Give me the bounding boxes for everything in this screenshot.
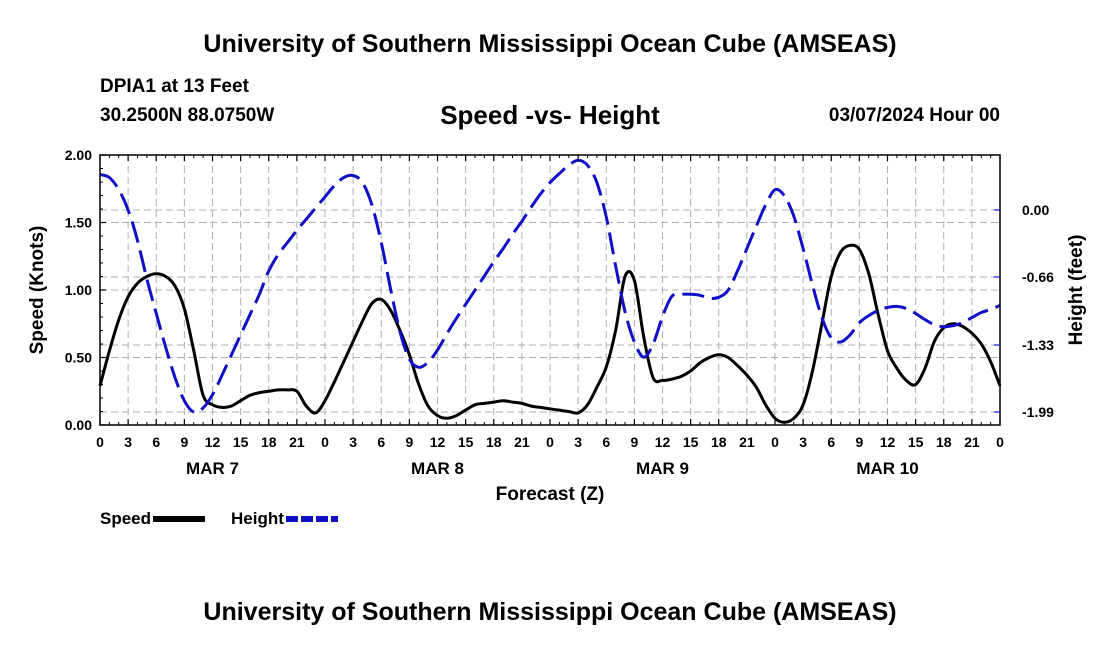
footer-title: University of Southern Mississippi Ocean… [203,598,897,626]
y2-tick-label: -0.66 [1022,269,1054,285]
legend-height-label: Height [231,509,284,528]
x-tick-label: 6 [152,434,160,450]
day-label: MAR 7 [186,459,239,478]
x-tick-label: 18 [936,434,952,450]
chart-title: Speed -vs- Height [440,100,660,130]
y-tick-label: 1.50 [65,215,92,231]
x-tick-label: 9 [855,434,863,450]
x-tick-label: 0 [996,434,1004,450]
header-title: University of Southern Mississippi Ocean… [203,30,897,58]
day-label: MAR 8 [411,459,464,478]
x-tick-label: 18 [486,434,502,450]
day-label: MAR 9 [636,459,689,478]
x-tick-label: 21 [514,434,530,450]
x-tick-label: 9 [405,434,413,450]
x-axis-label: Forecast (Z) [496,484,605,505]
x-tick-label: 3 [574,434,582,450]
y2-tick-label: -1.99 [1022,404,1054,420]
x-tick-label: 18 [261,434,277,450]
y-tick-label: 2.00 [65,147,92,163]
y2-axis-label: Height (feet) [1066,235,1087,346]
y2-tick-label: -1.33 [1022,337,1054,353]
legend-speed-swatch [153,516,206,522]
speed-series-line [98,243,1002,424]
height-series-line [99,158,1001,414]
x-tick-label: 12 [430,434,446,450]
y-tick-label: 1.00 [65,282,92,298]
y-tick-label: 0.00 [65,417,92,433]
x-tick-label: 6 [602,434,610,450]
run-time-label: 03/07/2024 Hour 00 [828,105,1000,126]
y2-tick-label: 0.00 [1022,202,1049,218]
x-tick-label: 0 [771,434,779,450]
x-tick-label: 21 [289,434,305,450]
y-axis-label: Speed (Knots) [27,226,48,355]
x-tick-label: 12 [655,434,671,450]
series-layer [98,158,1002,424]
x-tick-label: 0 [96,434,104,450]
coordinates-label: 30.2500N 88.0750W [100,105,275,126]
x-tick-label: 3 [799,434,807,450]
x-tick-label: 6 [827,434,835,450]
legend-height: Height [231,509,338,529]
legend-speed: Speed [100,509,206,529]
x-tick-label: 18 [711,434,727,450]
x-tick-label: 15 [683,434,699,450]
x-tick-label: 0 [321,434,329,450]
grid [100,155,1000,425]
x-tick-label: 21 [964,434,980,450]
x-tick-label: 3 [124,434,132,450]
x-tick-label: 9 [180,434,188,450]
x-tick-label: 3 [349,434,357,450]
legend-speed-label: Speed [100,509,152,528]
x-tick-label: 12 [205,434,221,450]
x-tick-label: 12 [880,434,896,450]
station-label: DPIA1 at 13 Feet [100,76,249,97]
legend-height-swatch [285,516,338,522]
x-tick-label: 21 [739,434,755,450]
day-label: MAR 10 [856,459,918,478]
x-tick-label: 9 [630,434,638,450]
x-tick-label: 0 [546,434,554,450]
x-tick-label: 15 [233,434,249,450]
y-tick-label: 0.50 [65,350,92,366]
axes: 0 3 6 9 12 15 18 21 0 3 6 9 12 15 18 21 0 3 6 9 12 15 18 21 0 3 6 9… [65,147,1054,478]
x-tick-label: 15 [458,434,474,450]
x-tick-label: 6 [377,434,385,450]
x-tick-label: 15 [908,434,924,450]
